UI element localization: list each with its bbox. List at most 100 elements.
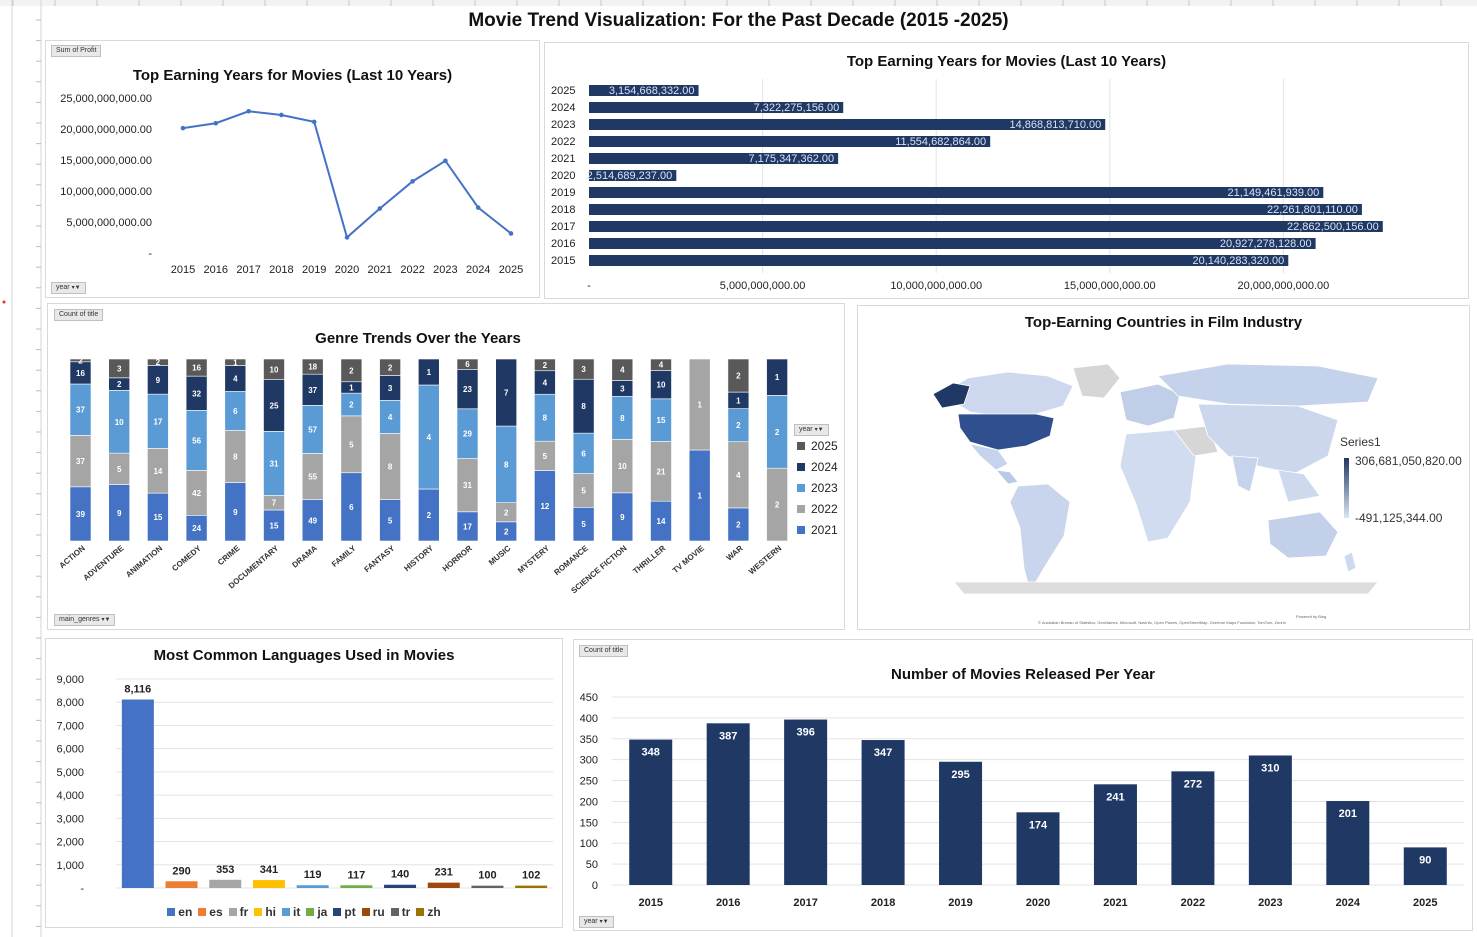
segment-label: 15 <box>657 416 666 425</box>
genre-category-label: DRAMA <box>290 543 319 569</box>
map-region-africa <box>1119 429 1197 543</box>
legend-swatch <box>797 462 805 471</box>
segment-label: 2 <box>504 527 509 536</box>
data-point-2016 <box>213 120 219 126</box>
segment-2025 <box>147 358 169 366</box>
count-of-title-field-button[interactable]: Count of title <box>54 309 104 321</box>
segment-label: 42 <box>192 489 201 498</box>
segment-label: 4 <box>620 366 625 375</box>
bar-it <box>296 885 329 888</box>
country-map-panel[interactable]: Top-Earning Countries in Film Industry S… <box>857 305 1470 630</box>
y-tick-label: - <box>80 883 84 895</box>
map-attribution: © Australian Bureau of Statistics, GeoNa… <box>1038 620 1286 625</box>
x-tick-label: - <box>587 280 591 292</box>
profit-bar-panel[interactable]: Top Earning Years for Movies (Last 10 Ye… <box>544 42 1469 299</box>
legend-label: it <box>293 905 301 919</box>
profit-line-panel[interactable]: Sum of Profit Top Earning Years for Movi… <box>45 40 540 298</box>
segment-label: 2 <box>117 380 122 389</box>
segment-label: 39 <box>76 510 85 519</box>
main-genres-filter-button[interactable]: main_genres ▾▼ <box>54 614 116 626</box>
legend-label: 2022 <box>811 501 838 516</box>
legend-item-2022: 2022 <box>797 498 838 519</box>
bar-ru <box>427 882 460 888</box>
segment-2025 <box>534 358 556 372</box>
dashboard-title: Movie Trend Visualization: For the Past … <box>468 10 1009 31</box>
filter-dropdown-icon: ▾▼ <box>71 285 81 291</box>
y-tick-label: 5,000 <box>56 767 84 779</box>
bar-value-label: 7,175,347,362.00 <box>748 153 834 165</box>
legend-label: tr <box>401 905 411 919</box>
bar-2020 <box>1016 812 1060 885</box>
bar-ja <box>340 885 373 888</box>
bar-value-label: 21,149,461,939.00 <box>1228 187 1320 199</box>
map-region-south-america <box>1009 483 1071 594</box>
map-region-united-states <box>957 413 1055 451</box>
bar-value-label: 347 <box>874 747 892 759</box>
bar-2020 <box>589 170 677 181</box>
genre-category-label: HORROR <box>441 543 474 573</box>
segment-label: 4 <box>543 378 548 387</box>
segment-label: 2 <box>543 361 548 370</box>
genre-category-label: WAR <box>725 543 745 562</box>
segment-label: 8 <box>388 463 393 472</box>
x-tick-label: 2015 <box>638 897 662 909</box>
bar-value-label: 7,322,275,156.00 <box>754 102 840 114</box>
x-tick-label: 2022 <box>1181 897 1205 909</box>
segment-label: 31 <box>463 481 472 490</box>
genre-year-filter-button[interactable]: year ▾▼ <box>794 424 829 436</box>
filter-dropdown-icon: ▾▼ <box>814 427 824 433</box>
y-tick-label: 450 <box>580 692 598 704</box>
segment-label: 5 <box>581 486 586 495</box>
segment-2022 <box>688 358 711 451</box>
releases-year-filter-button[interactable]: year ▾▼ <box>579 916 614 928</box>
segment-label: 15 <box>270 521 279 530</box>
segment-label: 2 <box>775 501 780 510</box>
legend-swatch <box>254 908 263 916</box>
segment-label: 5 <box>388 516 393 525</box>
filter-dropdown-icon: ▾▼ <box>599 919 609 925</box>
year-filter-button[interactable]: year ▾▼ <box>51 282 86 294</box>
bar-tr <box>471 885 504 888</box>
legend-label: hi <box>265 905 276 919</box>
segment-label: 14 <box>153 467 162 476</box>
segment-2025 <box>224 358 247 366</box>
genre-category-label: HISTORY <box>402 543 435 573</box>
y-tick-label: 1,000 <box>56 860 84 872</box>
x-tick-label: 2018 <box>269 264 293 276</box>
y-tick-label: 8,000 <box>56 697 84 709</box>
x-tick-label: 2019 <box>302 264 326 276</box>
sum-of-profit-field-button[interactable]: Sum of Profit <box>51 45 102 57</box>
languages-panel[interactable]: Most Common Languages Used in Movies - 1,… <box>45 638 563 928</box>
segment-label: 9 <box>156 376 161 385</box>
segment-label: 3 <box>117 364 122 373</box>
segment-label: 5 <box>117 465 122 474</box>
releases-count-field-button[interactable]: Count of title <box>579 645 629 657</box>
bar-value-label: 102 <box>522 870 540 882</box>
y-tick-label: 2017 <box>551 221 575 233</box>
segment-2025 <box>572 358 595 380</box>
bar-value-label: 22,261,801,110.00 <box>1267 204 1358 216</box>
bar-value-label: 396 <box>796 727 814 739</box>
bar-value-label: 140 <box>391 869 409 881</box>
legend-swatch <box>361 908 370 916</box>
bar-2019 <box>589 187 1324 198</box>
map-region-southeast-asia <box>1277 469 1321 503</box>
legend-item-en: en <box>167 905 192 919</box>
bar-2021 <box>1093 784 1137 885</box>
segment-2024 <box>766 358 788 396</box>
map-region-canada <box>945 371 1074 417</box>
x-tick-label: 2017 <box>793 897 817 909</box>
segment-label: 8 <box>504 460 509 469</box>
y-tick-label: 300 <box>580 755 598 767</box>
genre-chart-title: Genre Trends Over the Years <box>315 330 521 347</box>
y-tick-label: 2025 <box>551 85 575 97</box>
segment-label: 9 <box>620 513 625 522</box>
releases-panel[interactable]: Count of title Number of Movies Released… <box>573 639 1473 931</box>
map-region-india <box>1231 455 1259 493</box>
genre-trends-panel[interactable]: Count of title Genre Trends Over the Yea… <box>47 303 845 630</box>
legend-label: en <box>178 905 193 919</box>
map-legend-min: -491,125,344.00 <box>1355 511 1443 525</box>
selection-marker <box>2 300 6 304</box>
bar-value-label: 241 <box>1106 791 1124 803</box>
